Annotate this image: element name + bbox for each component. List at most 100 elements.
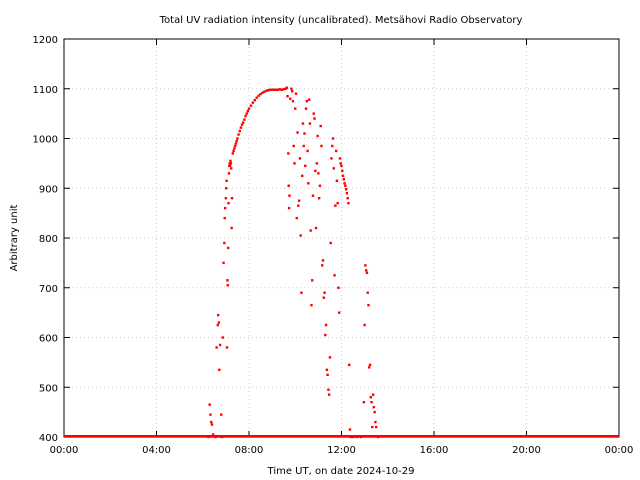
data-point <box>314 169 317 173</box>
data-point <box>372 405 376 409</box>
data-point <box>290 87 293 90</box>
data-point <box>225 187 228 190</box>
data-point <box>300 174 304 178</box>
data-point <box>293 162 296 165</box>
data-point <box>329 241 332 245</box>
data-point <box>348 428 352 431</box>
data-point <box>338 157 342 160</box>
data-point <box>230 197 234 200</box>
data-point <box>312 112 315 115</box>
data-point <box>365 271 369 275</box>
data-point <box>270 88 274 91</box>
data-point <box>339 162 342 165</box>
data-point <box>311 194 315 197</box>
data-point <box>326 373 329 377</box>
data-point <box>230 167 233 170</box>
data-point <box>287 206 291 210</box>
data-point <box>257 94 260 97</box>
x-tick-label: 04:00 <box>142 445 171 456</box>
data-point <box>231 152 235 155</box>
data-point <box>317 172 320 175</box>
data-point <box>341 169 344 173</box>
data-point <box>218 368 221 372</box>
x-tick-label: 00:00 <box>605 445 634 456</box>
data-point <box>238 129 241 133</box>
data-point <box>308 122 312 125</box>
data-point <box>370 400 373 404</box>
x-tick-labels: 00:00 04:00 08:00 12:00 16:00 20:00 00:00 <box>50 445 634 456</box>
data-point <box>319 124 322 128</box>
data-point <box>336 201 339 205</box>
data-point <box>368 363 372 367</box>
data-point <box>323 291 326 294</box>
data-point <box>236 137 239 140</box>
data-point <box>239 126 243 129</box>
x-tick-label: 08:00 <box>235 445 264 456</box>
data-point <box>267 89 270 92</box>
data-point <box>331 144 334 148</box>
data-point <box>242 121 245 124</box>
data-point <box>208 403 211 406</box>
data-point <box>311 279 314 282</box>
data-point <box>243 118 246 121</box>
data-point <box>340 164 343 168</box>
y-tick-label: 500 <box>39 383 58 394</box>
data-point <box>282 88 285 91</box>
data-point <box>297 204 300 207</box>
data-point <box>327 393 331 396</box>
data-point <box>313 117 316 120</box>
data-point <box>307 182 310 185</box>
data-point <box>225 179 228 182</box>
data-point <box>367 303 370 307</box>
data-point <box>280 88 283 91</box>
y-tick-label: 1000 <box>33 135 58 146</box>
data-point <box>366 291 369 294</box>
data-point <box>344 188 348 191</box>
data-point <box>337 286 340 289</box>
data-point <box>306 149 309 153</box>
grid <box>64 39 619 437</box>
data-point <box>235 139 238 143</box>
data-point <box>220 435 224 439</box>
data-point <box>344 184 347 187</box>
data-point <box>322 296 325 299</box>
data-point <box>289 97 292 100</box>
data-point <box>216 313 220 317</box>
data-point <box>287 184 290 187</box>
data-point <box>224 197 228 200</box>
data-point <box>263 90 266 93</box>
x-tick-label: 00:00 <box>50 445 79 456</box>
data-point <box>226 284 229 287</box>
data-point <box>227 201 230 205</box>
data-point <box>371 393 375 396</box>
data-point <box>334 204 337 207</box>
y-tick-label: 900 <box>39 184 58 195</box>
data-point <box>345 192 349 195</box>
data-point <box>290 90 294 93</box>
y-axis-label: Arbitrary unit <box>9 205 20 272</box>
data-point <box>374 420 377 424</box>
data-point <box>269 88 272 91</box>
data-point <box>346 197 349 200</box>
data-point <box>223 241 226 245</box>
data-point <box>310 303 313 307</box>
data-point <box>265 89 268 92</box>
data-point <box>222 261 225 265</box>
data-point <box>214 435 217 439</box>
data-point <box>259 93 262 96</box>
data-point <box>278 88 282 91</box>
data-point <box>234 142 238 145</box>
data-point <box>347 201 350 205</box>
data-point <box>371 425 374 429</box>
data-point <box>225 346 229 349</box>
data-point <box>332 167 335 170</box>
data-point <box>227 172 231 175</box>
data-point <box>296 131 299 134</box>
data-point <box>369 396 372 399</box>
data-point <box>210 423 214 426</box>
data-point <box>359 435 362 439</box>
data-point <box>303 132 306 135</box>
data-point <box>223 206 227 210</box>
data-point <box>304 164 307 168</box>
